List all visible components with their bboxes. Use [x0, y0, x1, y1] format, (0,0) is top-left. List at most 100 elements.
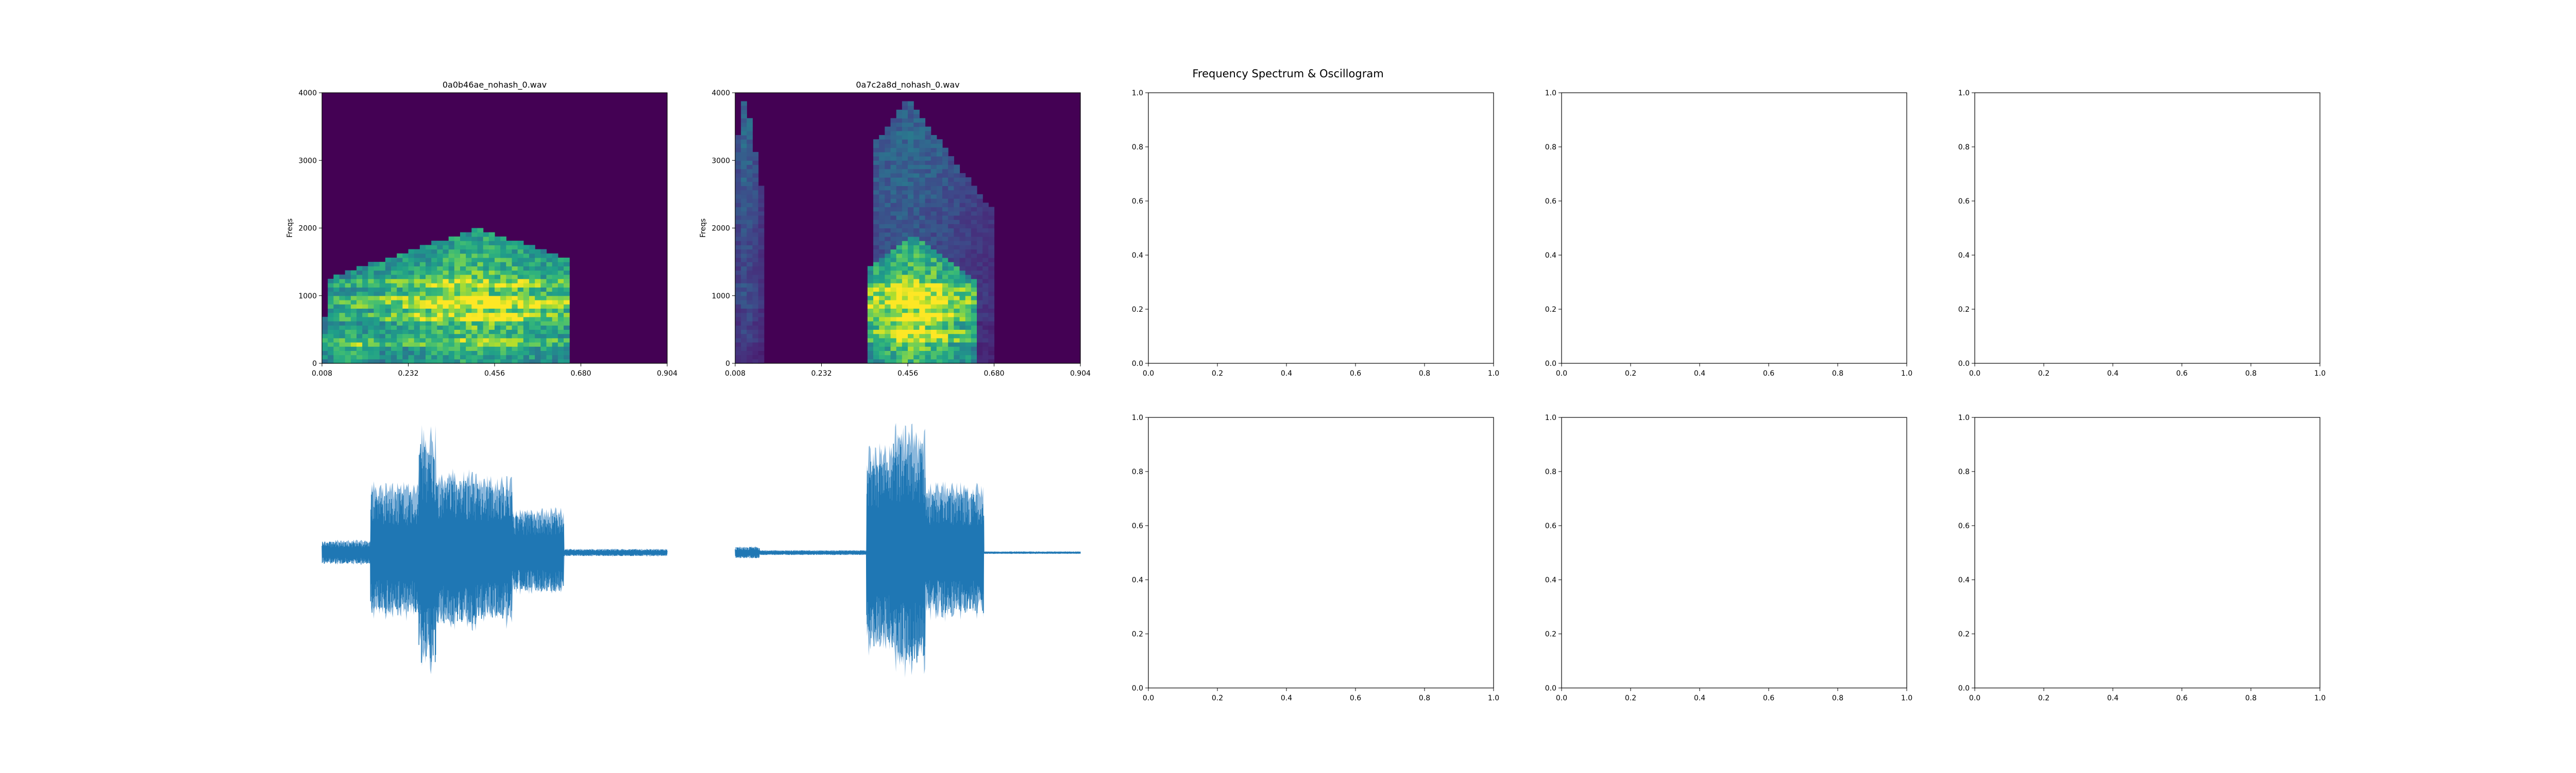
spectrogram-cell [735, 169, 741, 174]
spectrogram-cell [483, 355, 489, 360]
spectrogram-cell [414, 262, 420, 266]
spectrogram-cell [890, 160, 897, 165]
spectrogram-cell [454, 316, 461, 322]
spectrogram-cell [328, 325, 334, 330]
x-tick-label: 0.456 [897, 369, 918, 378]
spectrogram-cell [977, 312, 983, 317]
spectrogram-cell [936, 173, 943, 178]
spectrogram-cell [959, 198, 966, 203]
spectrogram-cell [419, 287, 426, 292]
spectrogram-cell [873, 198, 879, 203]
spectrogram-cell [977, 236, 983, 241]
spectrogram-cell [902, 274, 908, 279]
spectrogram-cell [460, 342, 466, 347]
y-tick-label: 1.0 [1545, 414, 1556, 422]
spectrogram-cell [936, 139, 943, 144]
spectrogram-cell [936, 143, 943, 148]
spectrogram-cell [339, 321, 346, 326]
spectrogram-cell [752, 173, 759, 178]
spectrogram-cell [540, 359, 547, 364]
spectrogram-cell [362, 346, 368, 351]
spectrogram-cell [890, 198, 897, 203]
spectrogram-cell [873, 164, 879, 170]
spectrogram-cell [902, 329, 908, 334]
spectrogram-cell [357, 338, 363, 343]
y-tick-label: 0.2 [1958, 630, 1970, 638]
spectrogram-cell [942, 169, 948, 174]
spectrogram-cell [741, 211, 747, 216]
spectrogram-cell [437, 321, 444, 326]
spectrogram-cell [477, 338, 484, 343]
spectrogram-cell [448, 266, 455, 271]
spectrogram-cell [867, 338, 874, 343]
spectrogram-cell [977, 346, 983, 351]
spectrogram-cell [454, 257, 461, 262]
spectrogram-cell [867, 266, 874, 271]
spectrogram-cell [977, 333, 983, 339]
spectrogram-cell [402, 312, 409, 317]
spectrogram-cell [419, 291, 426, 296]
spectrogram-cell [936, 270, 943, 275]
spectrogram-cell [552, 274, 558, 279]
spectrogram-cell [564, 287, 570, 292]
spectrogram-cell [419, 278, 426, 283]
spectrogram-cell [357, 325, 363, 330]
spectrogram-cell [443, 270, 449, 275]
spectrogram-cell [896, 295, 903, 300]
spectrogram-cell [885, 143, 891, 148]
spectrogram-cell [965, 312, 972, 317]
spectrogram-cell [977, 287, 983, 292]
spectrogram-cell [471, 245, 478, 250]
spectrogram-cell [988, 207, 995, 212]
y-axis-label: Freqs [286, 219, 294, 238]
spectrogram-cell [913, 215, 920, 220]
spectrogram-cell [540, 312, 547, 317]
spectrogram-cell [758, 316, 765, 322]
spectrogram-cell [419, 245, 426, 250]
spectrogram-cell [890, 291, 897, 296]
spectrogram-cell [426, 299, 432, 305]
spectrogram-cell [426, 321, 432, 326]
spectrogram-cell [735, 274, 741, 279]
spectrogram-cell [735, 295, 741, 300]
spectrogram-cell [735, 135, 741, 140]
spectrogram-cell [936, 203, 943, 208]
spectrogram-cell [971, 224, 977, 229]
spectrogram-cell [965, 321, 972, 326]
spectrogram-cell [488, 308, 495, 313]
spectrogram-cell [930, 164, 937, 170]
spectrogram-cell [959, 283, 966, 288]
spectrogram-cell [408, 253, 415, 258]
spectrogram-cell [397, 304, 403, 309]
spectrogram-cell [397, 316, 403, 322]
y-tick-label: 0.4 [1958, 251, 1970, 260]
spectrogram-cell [557, 287, 564, 292]
spectrogram-cell [982, 203, 989, 208]
spectrogram-cell [971, 266, 977, 271]
spectrogram-cell [942, 346, 948, 351]
spectrogram-cell [506, 355, 513, 360]
spectrogram-cell [982, 224, 989, 229]
spectrogram-cell [408, 299, 415, 305]
spectrogram-cell [930, 359, 937, 364]
spectrogram-cell [379, 321, 386, 326]
spectrogram-cell [374, 270, 380, 275]
spectrogram-cell [879, 135, 885, 140]
spectrogram-cell [483, 270, 489, 275]
spectrogram-cell [959, 224, 966, 229]
spectrogram-cell [908, 291, 914, 296]
spectrogram-cell [902, 181, 908, 187]
spectrogram-cell [500, 236, 506, 241]
spectrogram-cell [483, 329, 489, 334]
spectrogram-cell [557, 338, 564, 343]
spectrogram-cell [368, 308, 375, 313]
spectrogram-cell [948, 236, 954, 241]
spectrogram-cell [426, 287, 432, 292]
spectrogram-cell [426, 359, 432, 364]
spectrogram-cell [506, 266, 513, 271]
spectrogram-cell [936, 321, 943, 326]
spectrogram-cell [523, 338, 530, 343]
spectrogram-cell [495, 249, 501, 254]
spectrogram-cell [552, 359, 558, 364]
spectrogram-cell [426, 295, 432, 300]
